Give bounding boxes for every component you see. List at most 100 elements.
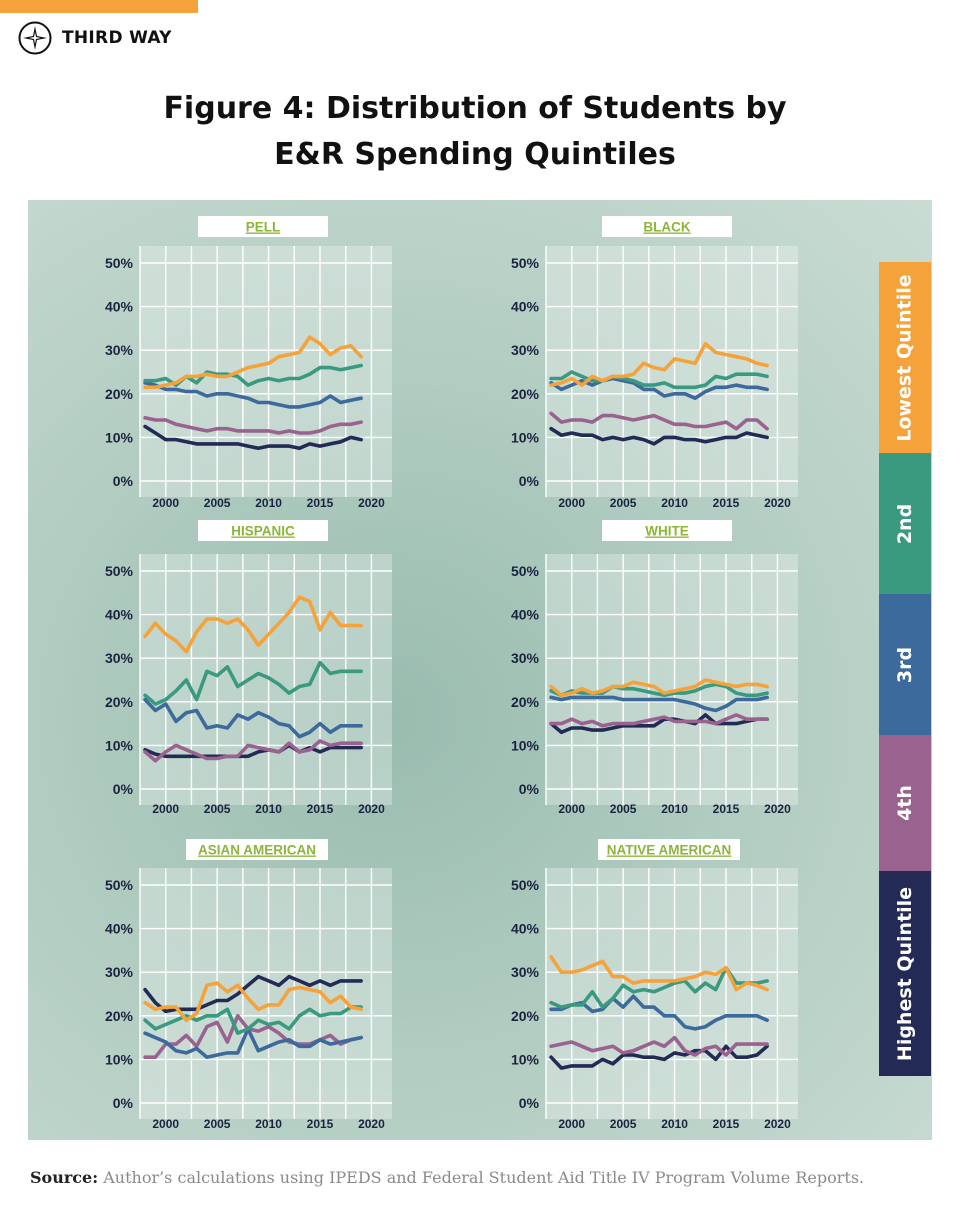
y-tick-label: 20% bbox=[511, 1008, 540, 1024]
chart-5: 0% 10% 20% 30% 40% 50% 2000 2005 2010 2015 2020 ASI… bbox=[105, 839, 392, 1131]
source-note: Source: Author’s calculations using IPED… bbox=[30, 1168, 864, 1187]
y-tick-label: 30% bbox=[105, 650, 134, 666]
x-tick-label: 2005 bbox=[610, 496, 637, 510]
legend-item-1: Lowest Quintile bbox=[879, 262, 931, 453]
y-tick-label: 40% bbox=[511, 607, 540, 623]
plot-area bbox=[546, 554, 798, 805]
x-tick-label: 2020 bbox=[358, 1117, 385, 1131]
series-line-fourth bbox=[143, 1013, 363, 1059]
chart-2: 0% 10% 20% 30% 40% 50% 2000 2005 2010 2015 2020 BLA… bbox=[511, 216, 798, 510]
x-tick-label: 2015 bbox=[713, 496, 740, 510]
x-tick-label: 2010 bbox=[255, 802, 282, 816]
chart-title: BLACK bbox=[643, 220, 690, 235]
x-tick-label: 2010 bbox=[661, 1117, 688, 1131]
compass-logo-icon bbox=[18, 21, 52, 55]
chart-title: ASIAN AMERICAN bbox=[198, 843, 316, 858]
series-line-highest bbox=[143, 743, 363, 759]
y-tick-label: 40% bbox=[511, 299, 540, 315]
x-tick-label: 2005 bbox=[610, 802, 637, 816]
y-tick-label: 10% bbox=[105, 737, 134, 753]
x-tick-label: 2010 bbox=[661, 496, 688, 510]
y-tick-label: 10% bbox=[511, 1051, 540, 1067]
chart-title-box bbox=[198, 520, 328, 541]
y-tick-label: 0% bbox=[519, 473, 540, 489]
x-tick-label: 2010 bbox=[661, 802, 688, 816]
chart-4: 0% 10% 20% 30% 40% 50% 2000 2005 2010 2015 2020 WHI… bbox=[511, 520, 798, 816]
y-tick-label: 30% bbox=[511, 650, 540, 666]
quintile-legend: Lowest Quintile 2nd 3rd 4th Highest Quintile bbox=[879, 262, 931, 1076]
y-tick-label: 20% bbox=[511, 386, 540, 402]
y-tick-label: 10% bbox=[511, 737, 540, 753]
chart-title-box bbox=[198, 216, 328, 237]
series-line-third bbox=[143, 381, 363, 409]
series-line-fourth bbox=[143, 415, 363, 435]
legend-label: 4th bbox=[894, 785, 916, 821]
x-tick-label: 2015 bbox=[713, 802, 740, 816]
series-line-second bbox=[143, 660, 363, 706]
plot-area bbox=[546, 868, 798, 1119]
x-tick-label: 2010 bbox=[255, 1117, 282, 1131]
legend-item-4: 4th bbox=[879, 735, 931, 871]
series-line-lowest bbox=[143, 335, 363, 390]
figure-title: Figure 4: Distribution of Students by E&… bbox=[0, 86, 950, 178]
chart-panel-background bbox=[28, 200, 932, 1140]
source-label: Source: bbox=[30, 1168, 99, 1187]
chart-title-box bbox=[602, 520, 732, 541]
chart-title: WHITE bbox=[645, 524, 689, 539]
series-line-lowest bbox=[549, 955, 769, 992]
series-line-lowest bbox=[143, 981, 363, 1023]
top-accent-bar bbox=[0, 0, 198, 13]
x-tick-label: 2015 bbox=[307, 802, 334, 816]
series-line-lowest bbox=[549, 678, 769, 698]
chart-6: 0% 10% 20% 30% 40% 50% 2000 2005 2010 2015 2020 NAT… bbox=[511, 839, 798, 1131]
y-tick-label: 20% bbox=[105, 386, 134, 402]
x-tick-label: 2000 bbox=[558, 496, 585, 510]
chart-title: PELL bbox=[246, 220, 281, 235]
y-tick-label: 50% bbox=[105, 255, 134, 271]
series-line-fourth bbox=[549, 411, 769, 431]
chart-1: 0% 10% 20% 30% 40% 50% 2000 2005 2010 2015 2020 PEL… bbox=[105, 216, 392, 510]
chart-title-box bbox=[598, 839, 740, 860]
plot-area bbox=[140, 246, 392, 497]
y-tick-label: 20% bbox=[105, 694, 134, 710]
series-line-highest bbox=[549, 713, 769, 735]
series-line-second bbox=[143, 1005, 363, 1035]
y-tick-label: 0% bbox=[519, 781, 540, 797]
chart-3: 0% 10% 20% 30% 40% 50% 2000 2005 2010 2015 2020 HIS… bbox=[105, 520, 392, 816]
legend-item-2: 2nd bbox=[879, 453, 931, 594]
series-line-highest bbox=[143, 974, 363, 1014]
x-tick-label: 2015 bbox=[713, 1117, 740, 1131]
y-tick-label: 50% bbox=[511, 563, 540, 579]
y-tick-label: 50% bbox=[105, 877, 134, 893]
x-tick-label: 2000 bbox=[152, 496, 179, 510]
legend-label: 3rd bbox=[893, 646, 916, 683]
chart-title: HISPANIC bbox=[231, 524, 295, 539]
series-line-lowest bbox=[143, 595, 363, 654]
series-line-fourth bbox=[143, 739, 363, 763]
brand: THIRD WAY bbox=[18, 20, 172, 56]
x-tick-label: 2020 bbox=[358, 802, 385, 816]
y-tick-label: 0% bbox=[519, 1095, 540, 1111]
y-tick-label: 10% bbox=[105, 1051, 134, 1067]
series-line-fourth bbox=[549, 713, 769, 728]
legend-label: Lowest Quintile bbox=[894, 273, 917, 442]
x-tick-label: 2015 bbox=[307, 496, 334, 510]
y-tick-label: 50% bbox=[511, 255, 540, 271]
y-tick-label: 20% bbox=[105, 1008, 134, 1024]
x-tick-label: 2020 bbox=[764, 802, 791, 816]
plot-area bbox=[140, 868, 392, 1119]
y-tick-label: 20% bbox=[511, 694, 540, 710]
y-tick-label: 40% bbox=[511, 921, 540, 937]
series-line-third bbox=[143, 697, 363, 739]
y-tick-label: 40% bbox=[105, 299, 134, 315]
y-tick-label: 10% bbox=[511, 429, 540, 445]
series-line-highest bbox=[143, 424, 363, 451]
y-tick-label: 40% bbox=[105, 607, 134, 623]
series-line-second bbox=[549, 682, 769, 698]
series-line-third bbox=[549, 695, 769, 713]
x-tick-label: 2010 bbox=[255, 496, 282, 510]
figure-title-line-1: Figure 4: Distribution of Students by bbox=[163, 91, 787, 126]
y-tick-label: 30% bbox=[105, 342, 134, 358]
x-tick-label: 2020 bbox=[358, 496, 385, 510]
